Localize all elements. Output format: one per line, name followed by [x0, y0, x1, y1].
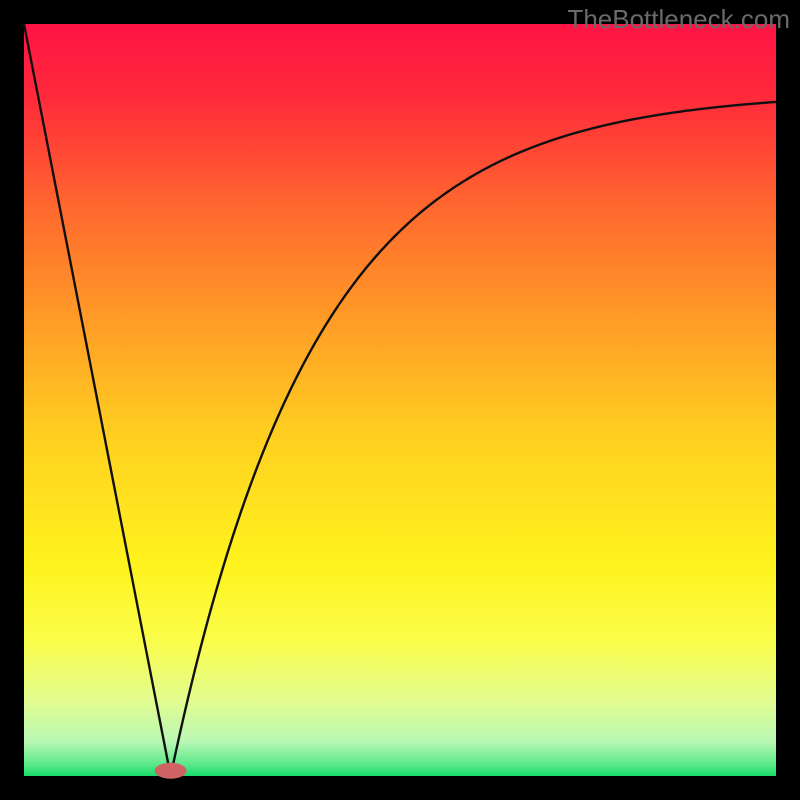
chart-svg: [0, 0, 800, 800]
chart-frame: TheBottleneck.com: [0, 0, 800, 800]
watermark-text: TheBottleneck.com: [567, 4, 790, 35]
optimum-marker: [155, 763, 187, 779]
gradient-background: [24, 24, 776, 776]
